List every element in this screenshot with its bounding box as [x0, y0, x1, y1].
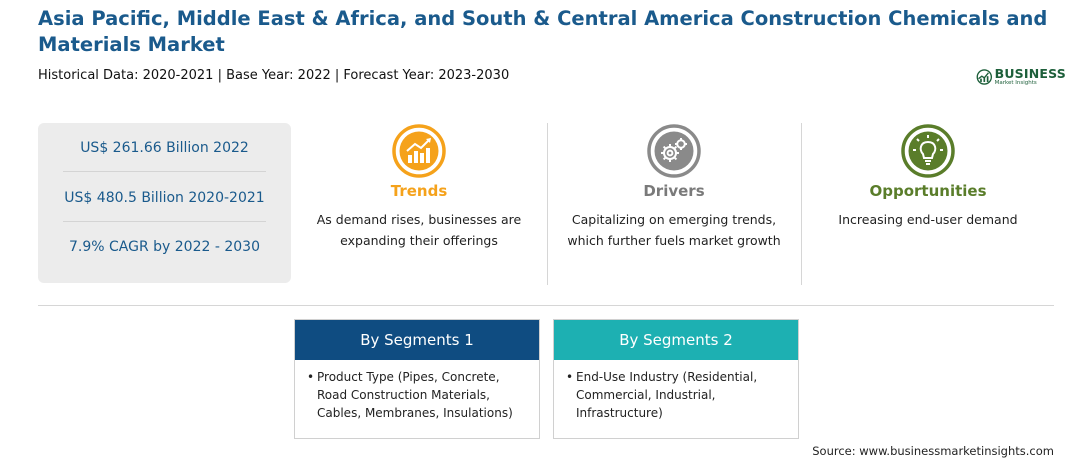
- segment-card-2: By Segments 2 • End-Use Industry (Reside…: [553, 319, 799, 439]
- segment-card-1: By Segments 1 • Product Type (Pipes, Con…: [294, 319, 540, 439]
- segment-2-item: • End-Use Industry (Residential, Commerc…: [566, 370, 758, 420]
- drivers-text: Capitalizing on emerging trends, which f…: [567, 212, 781, 248]
- stats-panel: US$ 261.66 Billion 2022 US$ 480.5 Billio…: [38, 123, 291, 283]
- segment-1-title: By Segments 1: [295, 320, 539, 360]
- trends-heading: Trends: [390, 182, 448, 200]
- page-title: Asia Pacific, Middle East & Africa, and …: [38, 7, 1048, 56]
- drivers-heading: Drivers: [643, 182, 705, 200]
- column-divider: [547, 123, 548, 285]
- stat-divider: [63, 171, 266, 172]
- brand-logo: BUSINESS Market Insights: [976, 64, 1066, 90]
- opportunities-column: Opportunities Increasing end-user demand: [810, 123, 1046, 230]
- globe-logo-icon: [976, 69, 993, 85]
- stat-divider: [63, 221, 266, 222]
- trends-column: Trends As demand rises, businesses are e…: [300, 123, 538, 251]
- opportunities-text: Increasing end-user demand: [838, 212, 1018, 227]
- trend-chart-icon: [392, 124, 446, 178]
- opportunities-heading: Opportunities: [869, 182, 987, 200]
- lightbulb-icon: [901, 124, 955, 178]
- section-divider: [38, 305, 1054, 306]
- stat-market-size-2022: US$ 261.66 Billion 2022: [80, 140, 249, 156]
- stat-cagr: 7.9% CAGR by 2022 - 2030: [69, 239, 260, 255]
- column-divider: [801, 123, 802, 285]
- segment-1-item: • Product Type (Pipes, Concrete, Road Co…: [307, 370, 513, 420]
- stat-historical-size: US$ 480.5 Billion 2020-2021: [64, 190, 265, 206]
- trends-text: As demand rises, businesses are expandin…: [316, 212, 522, 248]
- gears-icon: [647, 124, 701, 178]
- drivers-column: Drivers Capitalizing on emerging trends,…: [556, 123, 792, 251]
- logo-name: BUSINESS: [994, 65, 1066, 81]
- logo-tagline: Market Insights: [994, 80, 1037, 86]
- source-note: Source: www.businessmarketinsights.com: [812, 444, 1054, 458]
- segment-2-title: By Segments 2: [554, 320, 798, 360]
- page-subtitle: Historical Data: 2020-2021 | Base Year: …: [38, 68, 510, 83]
